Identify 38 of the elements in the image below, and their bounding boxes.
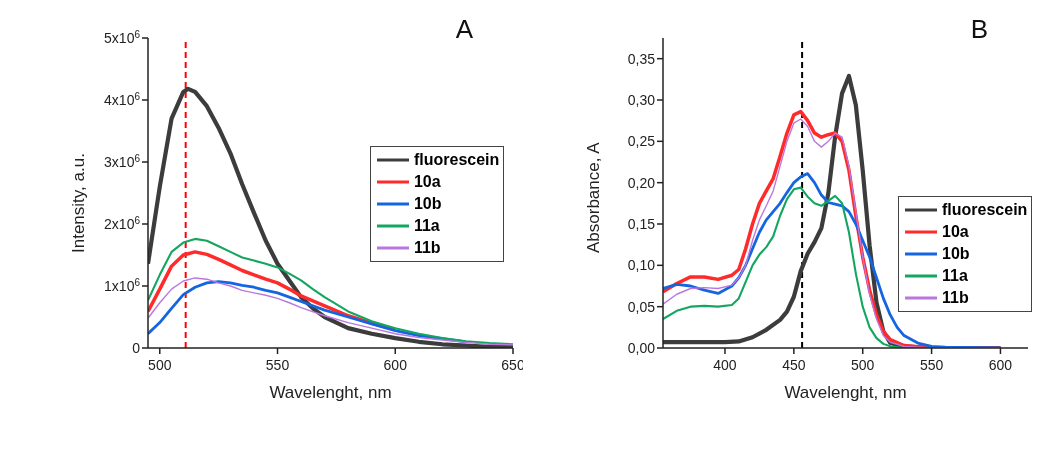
legend-label: 10a <box>942 223 969 242</box>
y-tick-label: 1x10$^{6}$ <box>104 276 141 294</box>
y-tick-label: 0,00 <box>627 340 656 356</box>
y-tick-label: 0,05 <box>627 298 656 315</box>
x-tick-label: 600 <box>383 357 408 373</box>
x-axis-title: Wavelenght, nm <box>269 383 392 402</box>
annotation: B <box>970 14 988 45</box>
annotation: A <box>455 14 473 45</box>
x-tick-label: 400 <box>713 357 737 373</box>
y-tick-label: 0,35 <box>627 50 656 67</box>
legend-label: 11a <box>942 267 968 286</box>
y-tick-label: 5x10$^{6}$ <box>104 28 141 46</box>
y-tick-label: 0,30 <box>627 92 656 108</box>
y-tick-label: 0,15 <box>627 216 656 232</box>
x-tick-label: 600 <box>988 357 1013 373</box>
x-tick-label: 500 <box>148 357 172 373</box>
y-tick-label: 0,10 <box>627 257 656 274</box>
legend-label: 11b <box>942 289 969 308</box>
y-tick-label: 0,25 <box>627 133 656 150</box>
y-axis-title: Intensity, a.u. <box>69 153 89 253</box>
x-tick-label: 550 <box>919 357 944 373</box>
y-tick-label: 4x10$^{6}$ <box>104 90 141 108</box>
y-tick-label: 3x10$^{6}$ <box>104 152 141 170</box>
x-tick-label: 450 <box>782 357 806 373</box>
x-tick-label: 500 <box>851 357 875 373</box>
y-tick-label: 2x10$^{6}$ <box>104 214 141 232</box>
legend-label: fluorescein <box>413 151 500 169</box>
y-axis-title: Absorbance, A <box>584 141 604 253</box>
legend-label: 10b <box>413 195 442 213</box>
legend-label: 11a <box>413 217 440 235</box>
y-tick-label: 0,20 <box>627 174 656 191</box>
legend-label: 11b <box>413 239 441 257</box>
legend-label: fluorescein <box>942 201 1028 220</box>
legend-label: 10b <box>942 245 970 264</box>
x-axis-title: Wavelenght, nm <box>784 383 907 402</box>
legend-label: 10a <box>413 173 441 191</box>
x-tick-label: 550 <box>265 357 290 373</box>
y-tick-label: 0 <box>132 340 141 356</box>
